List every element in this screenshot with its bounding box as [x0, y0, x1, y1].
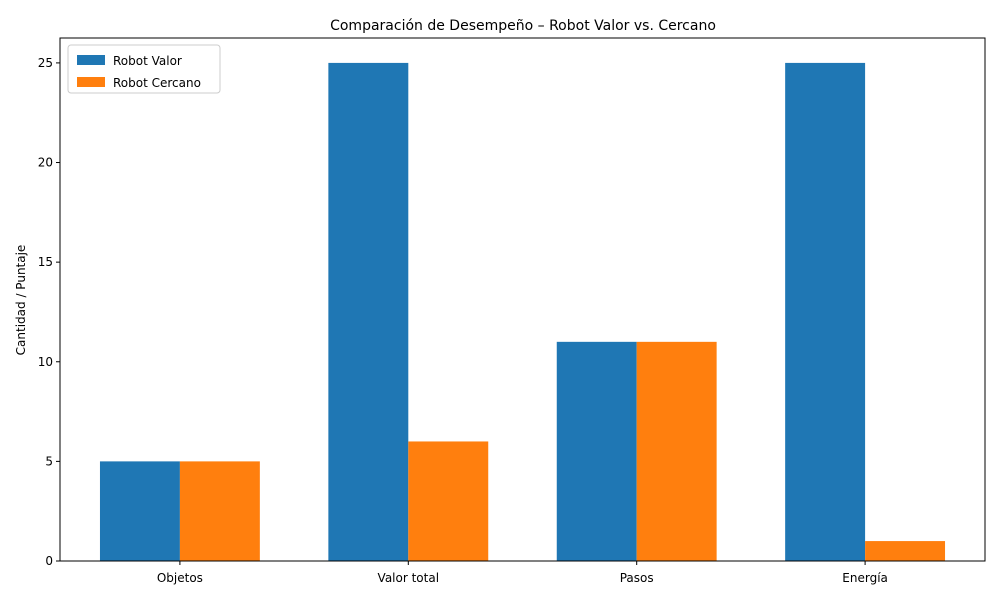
- legend-swatch: [77, 55, 105, 65]
- y-tick-label: 5: [45, 454, 53, 468]
- bar-robot-valor-0: [99, 461, 180, 561]
- bars-group: [99, 62, 946, 562]
- y-tick-label: 0: [45, 554, 53, 568]
- legend-swatch: [77, 77, 105, 87]
- x-axis: Objetos Valor total Pasos Energía: [157, 561, 888, 585]
- x-tick-label: Energía: [842, 571, 888, 585]
- bar-robot-cercano-2: [636, 341, 717, 561]
- bar-robot-valor-3: [785, 62, 866, 562]
- legend: Robot Valor Robot Cercano: [67, 44, 221, 94]
- chart-title: Comparación de Desempeño – Robot Valor v…: [330, 18, 716, 34]
- y-tick-label: 20: [38, 156, 53, 170]
- bar-robot-cercano-3: [865, 541, 946, 561]
- bar-robot-cercano-1: [408, 441, 489, 561]
- y-tick-label: 10: [38, 355, 53, 369]
- y-axis-label: Cantidad / Puntaje: [14, 245, 28, 356]
- legend-label: Robot Valor: [113, 54, 182, 68]
- x-tick-label: Valor total: [378, 571, 440, 585]
- plot-frame: [59, 37, 986, 562]
- y-tick-label: 15: [38, 255, 53, 269]
- y-axis: 0 5 10 15 20 25: [38, 56, 60, 568]
- x-tick-label: Pasos: [620, 571, 654, 585]
- y-tick-label: 25: [38, 56, 53, 70]
- legend-label: Robot Cercano: [113, 76, 201, 90]
- bar-robot-cercano-0: [179, 461, 260, 561]
- bar-robot-valor-1: [328, 62, 409, 562]
- x-tick-label: Objetos: [157, 571, 203, 585]
- legend-box: [67, 44, 221, 94]
- bar-robot-valor-2: [556, 341, 637, 561]
